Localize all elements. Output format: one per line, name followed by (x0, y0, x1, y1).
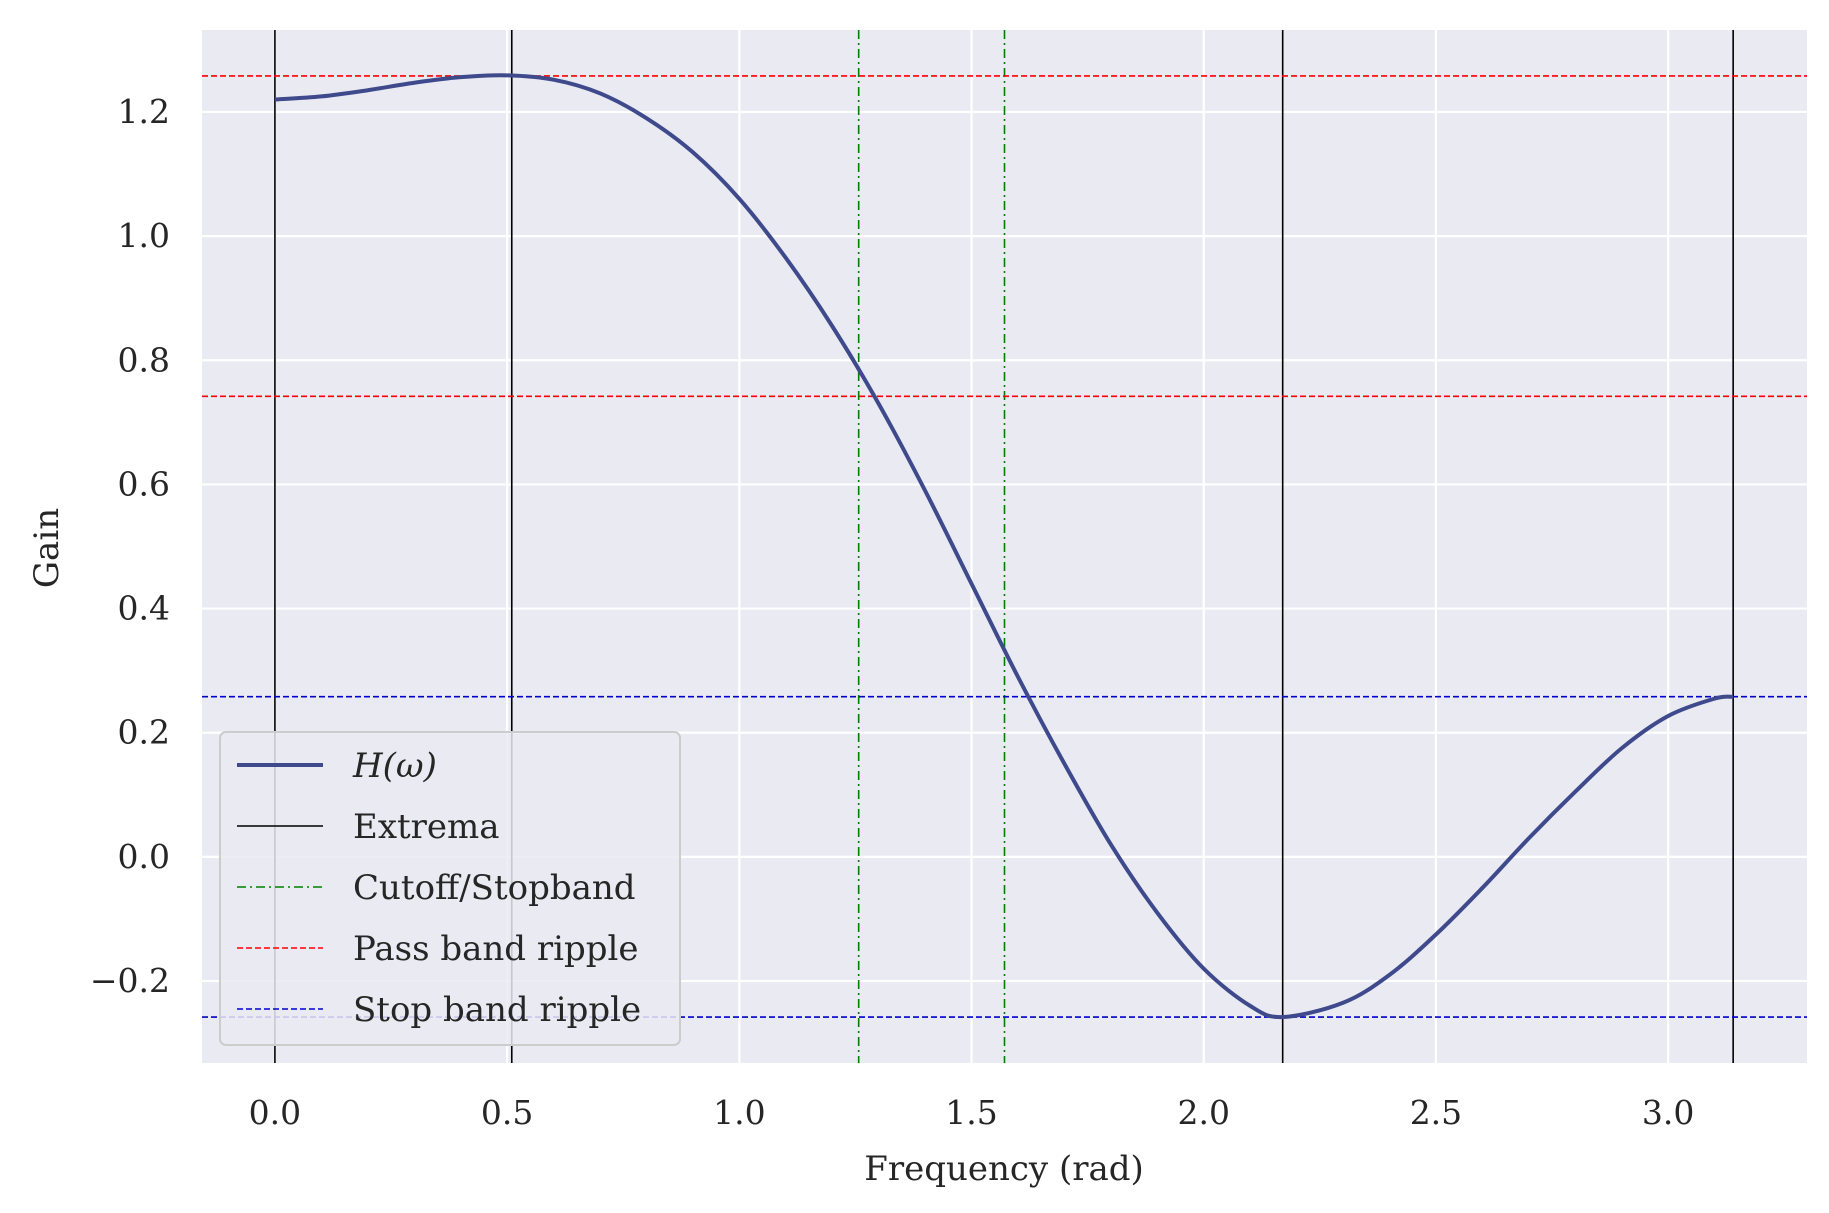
y-tick-label: 0.6 (118, 464, 170, 503)
series-line-h-omega (274, 73, 1734, 1020)
x-tick-label: 0.0 (249, 1093, 301, 1132)
y-tick-label: −0.2 (90, 961, 170, 1000)
y-tick-label: 0.2 (118, 713, 170, 752)
legend-label: Stop band ripple (353, 990, 641, 1030)
x-tick-label: 0.5 (481, 1093, 533, 1132)
series-layer (274, 73, 1734, 1020)
x-tick-label: 2.0 (1177, 1093, 1229, 1132)
legend-label: Extrema (353, 807, 500, 847)
legend-box (219, 731, 681, 1046)
reference-lines (202, 30, 1807, 1063)
x-tick-label: 1.0 (713, 1093, 765, 1132)
x-tick-label: 2.5 (1410, 1093, 1462, 1132)
x-axis-label: Frequency (rad) (864, 1149, 1144, 1189)
y-tick-label: 0.0 (118, 837, 170, 876)
x-tick-label: 3.0 (1642, 1093, 1694, 1132)
y-tick-label: 0.8 (118, 340, 170, 379)
legend-label: Cutoff/Stopband (353, 868, 636, 908)
x-tick-labels: 0.0 0.5 1.0 1.5 2.0 2.5 3.0 (249, 1093, 1695, 1132)
y-tick-label: 1.2 (118, 92, 170, 131)
legend-label: H(ω) (352, 746, 437, 786)
x-tick-label: 1.5 (945, 1093, 997, 1132)
y-axis-label: Gain (27, 508, 67, 588)
y-tick-label: 1.0 (118, 216, 170, 255)
y-tick-label: 0.4 (118, 589, 170, 628)
y-tick-labels: −0.2 0.0 0.2 0.4 0.6 0.8 1.0 1.2 (90, 92, 170, 1000)
legend: H(ω) Extrema Cutoff/Stopband Pass band ripp… (219, 731, 681, 1046)
legend-label: Pass band ripple (353, 929, 638, 969)
